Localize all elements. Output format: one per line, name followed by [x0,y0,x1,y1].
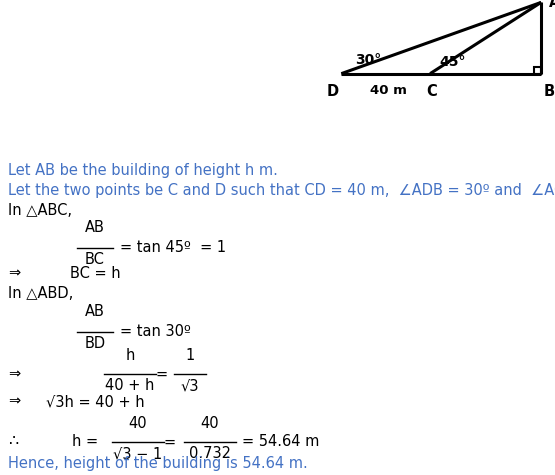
Text: C: C [426,84,437,99]
Text: 40: 40 [201,416,219,431]
Text: 1: 1 [185,348,195,363]
Text: 30°: 30° [355,53,381,67]
Text: = tan 30º: = tan 30º [120,324,191,340]
Text: h =: h = [72,435,98,449]
Text: ⇒: ⇒ [8,394,20,409]
Text: B: B [543,84,554,99]
Text: =: = [156,367,168,381]
Text: 40: 40 [129,416,147,431]
Bar [534,67,541,74]
Text: ⇒: ⇒ [8,266,20,281]
Text: AB: AB [85,304,105,319]
Text: √3h = 40 + h: √3h = 40 + h [46,394,144,409]
Text: In △ABC,: In △ABC, [8,203,72,218]
Text: 40 m: 40 m [370,84,407,97]
Text: 45°: 45° [439,55,466,69]
Text: Let AB be the building of height h m.: Let AB be the building of height h m. [8,163,278,178]
Text: In △ABD,: In △ABD, [8,286,73,301]
Text: AB: AB [85,220,105,235]
Text: BC = h: BC = h [70,266,120,281]
Text: √3 − 1: √3 − 1 [113,446,163,461]
Text: =: = [164,435,176,449]
Text: BC: BC [85,252,105,267]
Text: ∴: ∴ [8,435,18,449]
Text: = tan 45º  = 1: = tan 45º = 1 [120,240,226,256]
Text: BD: BD [84,336,105,351]
Text: Hence, height of the building is 54.64 m.: Hence, height of the building is 54.64 m… [8,456,308,471]
Text: D: D [326,84,339,99]
Text: ⇒: ⇒ [8,367,20,381]
Text: Let the two points be C and D such that CD = 40 m,  ∠ADB = 30º and  ∠ACB = 45º: Let the two points be C and D such that … [8,183,555,198]
Text: A: A [549,0,555,10]
Text: 40 + h: 40 + h [105,378,155,393]
Text: = 54.64 m: = 54.64 m [242,435,319,449]
Text: h: h [125,348,135,363]
Text: 0.732: 0.732 [189,446,231,461]
Text: √3: √3 [181,378,199,393]
